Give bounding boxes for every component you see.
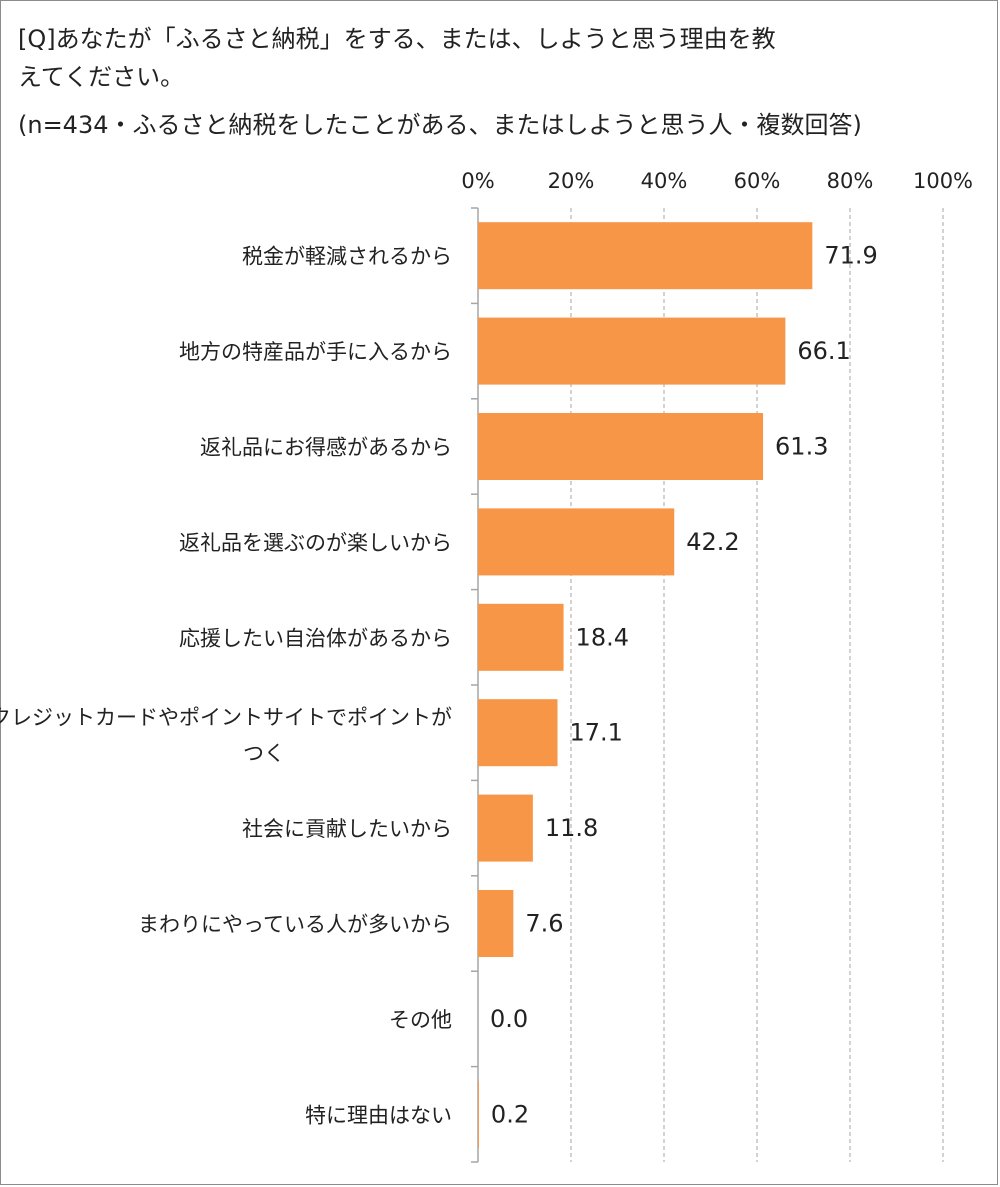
- bar: [478, 1080, 479, 1148]
- value-label: 0.0: [490, 1005, 528, 1033]
- bar: [478, 317, 786, 385]
- x-tick-label: 20%: [548, 169, 595, 193]
- bar: [478, 413, 764, 480]
- category-label: 税金が軽減されるから: [242, 245, 452, 269]
- x-tick-label: 40%: [641, 169, 688, 193]
- bar: [478, 794, 533, 862]
- category-label: 地方の特産品が手に入るから: [179, 340, 452, 364]
- category-label: まわりにやっている人が多いから: [138, 913, 452, 937]
- value-label: 18.4: [576, 623, 629, 651]
- chart-subtitle: (n=434・ふるさと納税をしたことがある、またはしようと思う人・複数回答): [18, 111, 862, 139]
- category-label: 返礼品を選ぶのが楽しいから: [179, 531, 452, 555]
- x-tick-label: 100%: [913, 169, 973, 193]
- category-label: クレジットカードやポイントサイトでポイントがつく: [0, 706, 452, 766]
- bar: [478, 603, 564, 671]
- value-label: 61.3: [775, 433, 828, 461]
- value-label: 11.8: [545, 814, 598, 842]
- category-label: その他: [389, 1008, 452, 1032]
- value-label: 66.1: [797, 337, 850, 365]
- x-tick-label: 80%: [827, 169, 874, 193]
- value-label: 71.9: [824, 242, 877, 270]
- bar: [478, 699, 558, 767]
- chart-title: [Q]あなたが「ふるさと納税」をする、または、しようと思う理由を教えてください。: [18, 25, 776, 91]
- category-label: 社会に貢献したいから: [242, 817, 452, 841]
- value-label: 42.2: [686, 528, 739, 556]
- category-label: 返礼品にお得感があるから: [200, 436, 452, 460]
- value-label: 0.2: [491, 1100, 529, 1128]
- bar: [478, 222, 813, 290]
- value-label: 7.6: [525, 910, 563, 938]
- category-label: 特に理由はない: [305, 1103, 452, 1127]
- x-tick-label: 60%: [734, 169, 781, 193]
- category-label: 応援したい自治体があるから: [179, 626, 452, 650]
- value-label: 17.1: [570, 719, 623, 747]
- bar: [478, 508, 675, 576]
- x-tick-label: 0%: [461, 169, 494, 193]
- bar: [478, 890, 514, 957]
